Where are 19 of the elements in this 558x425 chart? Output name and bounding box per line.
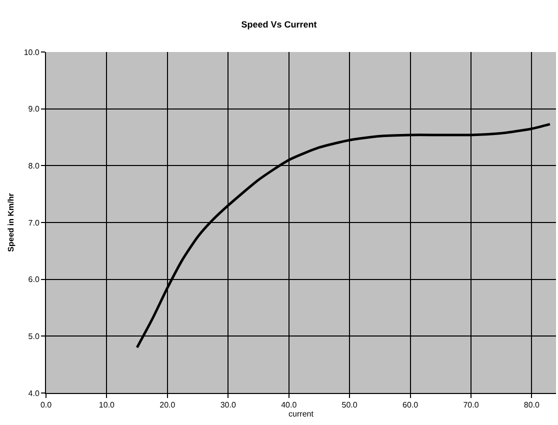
chart-title: Speed Vs Current — [241, 20, 317, 30]
x-tick-label: 40.0 — [281, 400, 298, 410]
x-tick-label: 0.0 — [40, 400, 52, 410]
x-tick-label: 10.0 — [98, 400, 116, 410]
x-tick-label: 70.0 — [463, 400, 480, 410]
y-tick-label: 5.0 — [28, 332, 40, 341]
y-axis-title: Speed in Km/hr — [6, 193, 16, 252]
y-tick-label: 9.0 — [28, 104, 40, 114]
x-axis-title: current — [288, 410, 314, 419]
x-tick-label: 30.0 — [220, 400, 236, 410]
y-tick-label: 8.0 — [28, 161, 40, 170]
y-tick-label: 6.0 — [28, 275, 40, 284]
x-tick-label: 20.0 — [160, 400, 176, 410]
x-tick-label: 80.0 — [524, 400, 540, 410]
y-tick-label: 10.0 — [24, 48, 40, 57]
x-tick-label: 50.0 — [342, 400, 358, 410]
x-tick-label: 60.0 — [402, 400, 419, 410]
y-tick-label: 7.0 — [28, 218, 40, 228]
y-tick-label: 4.0 — [28, 388, 40, 398]
